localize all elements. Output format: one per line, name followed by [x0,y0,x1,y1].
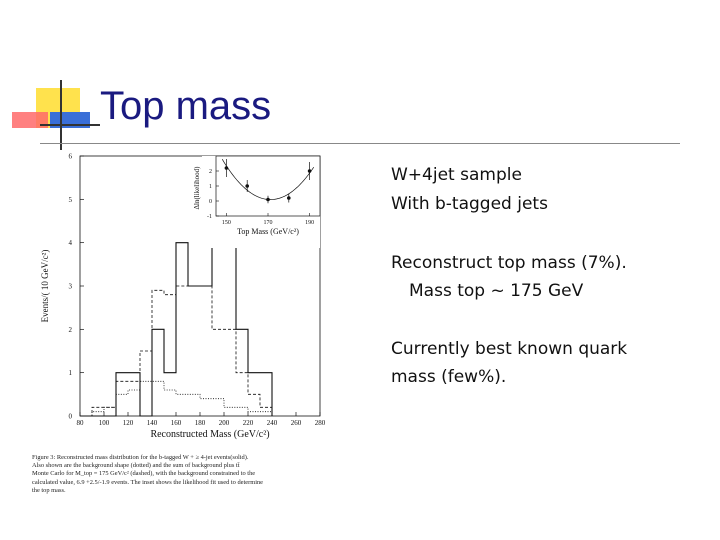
slide-title: Top mass [100,84,272,128]
caption-line: calculated value, 6.9 +2.5/-1.9 events. … [32,478,264,486]
caption-line: Figure 3: Reconstructed mass distributio… [32,454,249,461]
inset-y-axis-label: Δln(likelihood) [193,166,201,210]
inset-data-point [245,184,249,188]
x-tick-label: 80 [77,419,85,427]
inset-x-tick-label: 150 [222,220,231,226]
bullet-line-2: With b-tagged jets [391,194,548,214]
bullet-line-6: mass (few%). [391,367,507,387]
inset-x-axis-label: Top Mass (GeV/c²) [237,227,299,236]
inset-data-point [307,169,312,173]
figure-caption: Figure 3: Reconstructed mass distributio… [32,454,338,495]
bullet-line-3: Reconstruct top mass (7%). [391,253,627,273]
histogram-solid-series [80,242,273,417]
y-tick-label: 4 [69,239,73,247]
y-tick-label: 1 [69,369,73,377]
inset-y-tick-label: -1 [207,214,212,220]
histogram-dotted-series [80,380,273,417]
inset-data-point [266,197,270,202]
x-tick-label: 260 [291,419,302,427]
y-tick-label: 5 [69,196,73,204]
inset-y-tick-label: 1 [209,184,212,190]
title-accent-vertical-line [60,80,62,150]
top-mass-figure: 80 100 120 140 160 180 200 220 240 260 2800123456R… [40,153,326,441]
inset-y-tick-label: 2 [209,169,212,175]
title-divider [40,143,680,144]
bullet-line-5: Currently best known quark [391,339,628,359]
y-axis-label: Events/( 10 GeV/c²) [40,250,50,323]
y-tick-label: 6 [69,153,73,161]
bullet-line-4: Mass top ~ 175 GeV [409,281,584,301]
x-tick-label: 140 [147,419,158,427]
y-tick-label: 3 [69,283,73,291]
inset-data-point [224,166,229,170]
inset-data-point [287,196,291,200]
x-tick-label: 200 [219,419,230,427]
bullet-line-1: W+4jet sample [391,165,522,185]
caption-line: Monte Carlo for M_top = 175 GeV/c² (dash… [32,470,256,478]
inset-y-tick-label: 0 [209,199,212,205]
x-tick-label: 100 [99,419,110,427]
x-tick-label: 120 [123,419,134,427]
x-tick-label: 280 [315,419,326,427]
x-axis-label: Reconstructed Mass (GeV/c²) [150,429,269,440]
inset-background [202,156,320,248]
y-tick-label: 2 [69,326,73,334]
title-accent-red-square [12,112,48,128]
caption-line: the top mass. [32,486,66,494]
x-tick-label: 180 [195,419,206,427]
inset-x-tick-label: 170 [264,220,273,226]
x-tick-label: 240 [267,419,278,427]
y-tick-label: 0 [69,413,73,421]
x-tick-label: 160 [171,419,182,427]
title-accent-horizontal-line [40,124,100,126]
inset-x-tick-label: 190 [305,220,314,226]
x-tick-label: 220 [243,419,254,427]
caption-line: Also shown are the background shape (dot… [32,462,240,470]
